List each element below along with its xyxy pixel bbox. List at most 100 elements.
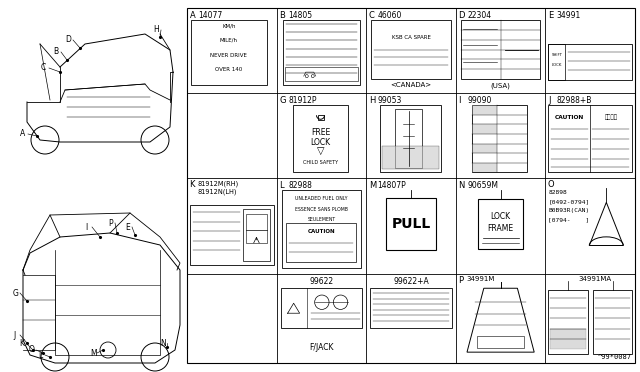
Text: 14805: 14805 (288, 10, 312, 19)
Bar (548, 290, 588, 354)
Text: 34991MA: 34991MA (578, 276, 611, 282)
Text: <CANADA>: <CANADA> (390, 82, 431, 88)
Bar (593, 290, 632, 354)
Bar (478, 199, 523, 249)
Text: ^99*0087: ^99*0087 (598, 354, 632, 360)
Text: KSB CA SPARE: KSB CA SPARE (392, 35, 431, 40)
Text: CAUTION: CAUTION (555, 115, 584, 120)
Bar (472, 105, 497, 115)
Text: G: G (13, 289, 19, 298)
Text: 22304: 22304 (467, 10, 492, 19)
Text: O: O (547, 180, 554, 189)
Text: KM/h: KM/h (222, 23, 236, 28)
Text: 82988+B: 82988+B (557, 96, 592, 105)
Text: K: K (189, 180, 195, 189)
Text: OVER 140: OVER 140 (215, 67, 243, 73)
Text: FRAME: FRAME (488, 224, 514, 233)
Bar (550, 328, 586, 349)
Text: N: N (160, 339, 166, 347)
Text: C: C (369, 10, 374, 19)
Bar (190, 205, 274, 264)
Bar (285, 67, 358, 81)
Text: D: D (65, 35, 71, 45)
Bar (317, 115, 323, 120)
Bar (395, 109, 422, 169)
Text: L: L (279, 181, 284, 190)
Bar (370, 288, 452, 328)
Text: 90659M: 90659M (467, 181, 499, 190)
Text: I: I (458, 96, 461, 105)
Bar (461, 20, 540, 79)
Text: 14077: 14077 (198, 10, 223, 19)
Text: B: B (279, 10, 285, 19)
Text: SHIFT: SHIFT (551, 52, 563, 57)
Bar (371, 20, 451, 79)
Text: E: E (125, 222, 130, 231)
Text: N: N (458, 181, 465, 190)
Bar (472, 163, 497, 172)
Text: 34991: 34991 (557, 10, 581, 19)
Text: 81912M(RH): 81912M(RH) (198, 180, 239, 187)
Text: [0794-    ]: [0794- ] (548, 217, 589, 222)
Bar (191, 20, 267, 85)
Bar (472, 144, 497, 153)
Text: [0492-0794]: [0492-0794] (548, 199, 589, 204)
Text: M: M (90, 349, 97, 357)
Text: LOCK: LOCK (552, 63, 562, 67)
Text: ESSENCE SANS PLOMB: ESSENCE SANS PLOMB (295, 206, 348, 212)
Bar (381, 145, 438, 169)
Bar (282, 190, 361, 268)
Bar (286, 223, 356, 262)
Text: H: H (369, 96, 375, 105)
Text: 99622: 99622 (309, 277, 333, 286)
Bar (548, 105, 632, 172)
Text: SEULEMENT: SEULEMENT (307, 218, 335, 222)
Bar (548, 44, 632, 80)
Text: H: H (153, 26, 159, 35)
Text: 81912N(LH): 81912N(LH) (198, 188, 237, 195)
Text: L: L (38, 350, 42, 359)
Text: 注意事項: 注意事項 (605, 115, 618, 120)
Text: LOCK: LOCK (490, 212, 511, 221)
Text: 99053: 99053 (378, 96, 402, 105)
Bar (548, 44, 565, 80)
Text: UNLEADED FUEL ONLY: UNLEADED FUEL ONLY (295, 196, 348, 201)
Text: J: J (13, 330, 15, 340)
Text: G: G (279, 96, 285, 105)
Text: 82988: 82988 (288, 181, 312, 190)
Bar (380, 105, 440, 172)
Text: PULL: PULL (392, 217, 431, 231)
Text: M: M (369, 181, 376, 190)
Bar (387, 198, 436, 250)
Text: 82898: 82898 (548, 190, 567, 195)
Bar (283, 20, 360, 85)
Bar (477, 336, 524, 348)
Text: P: P (108, 218, 113, 228)
Bar (280, 288, 362, 328)
Text: I: I (85, 222, 87, 231)
Text: 99090: 99090 (467, 96, 492, 105)
Bar (472, 124, 497, 134)
Text: B: B (53, 48, 58, 57)
Text: 14807P: 14807P (378, 181, 406, 190)
Text: K: K (19, 339, 24, 347)
Text: F/JACK: F/JACK (309, 343, 333, 352)
Text: A: A (20, 129, 25, 138)
Text: MILE/h: MILE/h (220, 38, 238, 43)
Text: E: E (548, 10, 553, 19)
Text: 81912P: 81912P (288, 96, 317, 105)
Bar (292, 105, 348, 172)
Text: D: D (458, 10, 465, 19)
Text: NEVER DRIVE: NEVER DRIVE (211, 52, 247, 58)
Text: B0B93R(CAN): B0B93R(CAN) (548, 208, 589, 214)
Bar (472, 105, 527, 172)
Text: J: J (548, 96, 550, 105)
Text: 46060: 46060 (378, 10, 402, 19)
Text: 99622+A: 99622+A (393, 277, 429, 286)
Text: ▽: ▽ (317, 146, 324, 156)
Text: C: C (41, 64, 46, 73)
Text: FREE: FREE (311, 128, 330, 137)
Text: P: P (458, 276, 463, 285)
Text: A: A (189, 10, 195, 19)
Bar (187, 8, 635, 363)
